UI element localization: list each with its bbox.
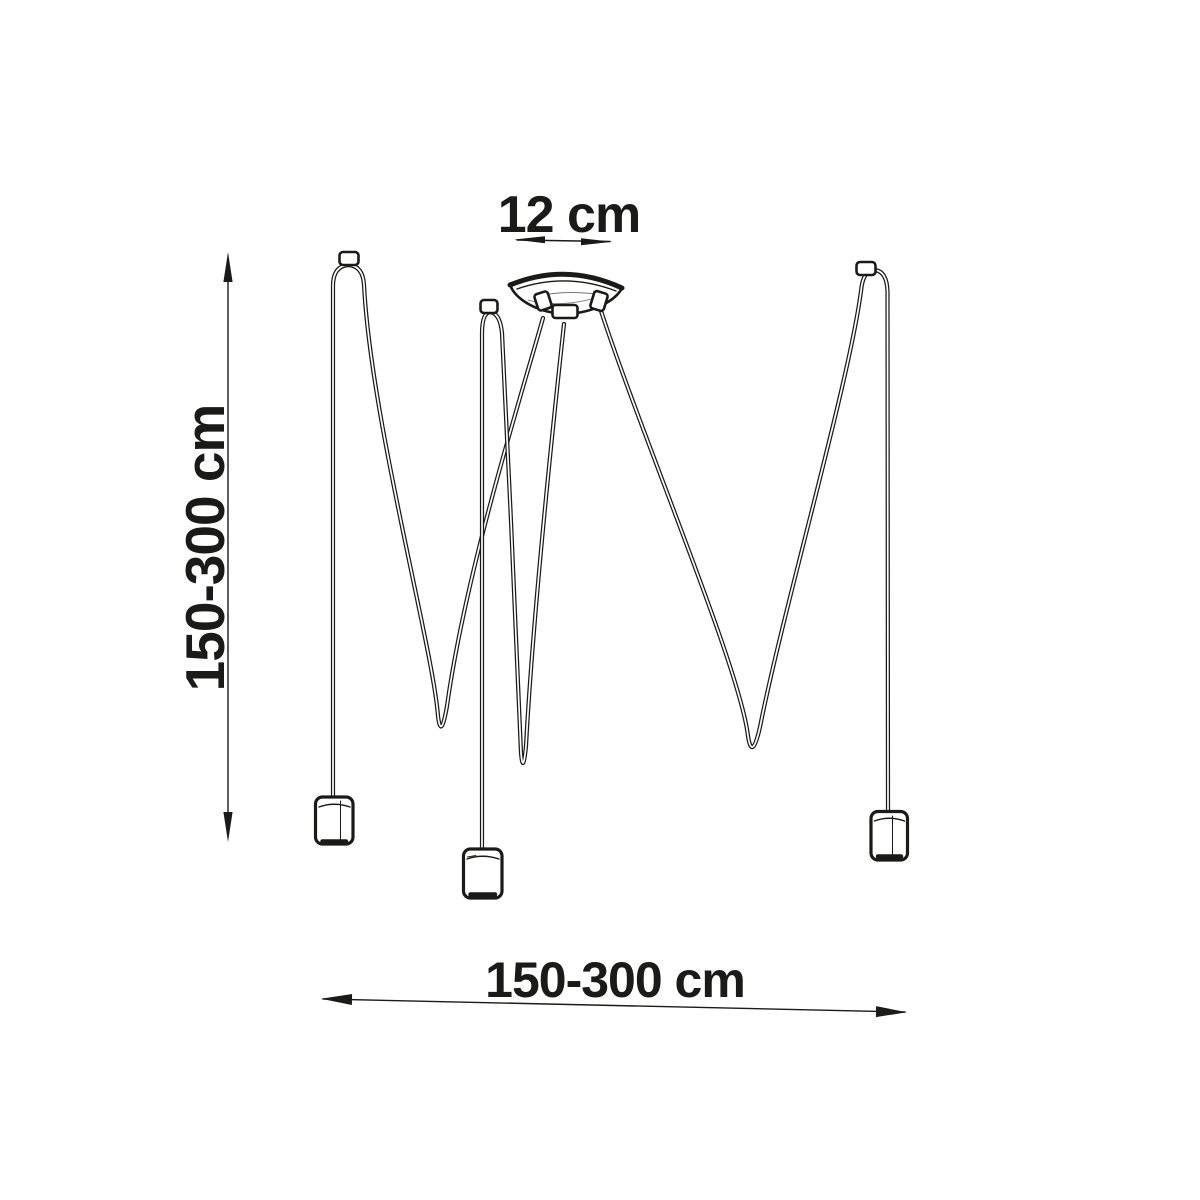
- dimension-canopy-width: 12 cm: [498, 186, 641, 246]
- dimension-span-width: 150-300 cm: [321, 952, 907, 1018]
- canopy-width-label: 12 cm: [498, 186, 640, 244]
- arrow-left-icon: [321, 994, 353, 1005]
- arrow-right-icon: [875, 1006, 907, 1018]
- socket-middle-top-seam: [466, 855, 500, 860]
- bulb-sockets: [313, 795, 910, 900]
- cable-hooks: [338, 250, 877, 315]
- canopy-grommet-center-icon: [551, 303, 579, 320]
- canopy-sketch-line-2: [527, 298, 593, 305]
- span-width-dimension-line: [322, 998, 906, 1013]
- socket-middle-detail-tick: [467, 855, 477, 858]
- dimension-hanging-height: 150-300 cm: [174, 252, 236, 842]
- cable-hook-middle-icon: [479, 298, 499, 315]
- canopy-grommet-left-icon: [533, 290, 553, 312]
- socket-left-top-seam: [318, 803, 351, 808]
- arrow-left-icon: [514, 236, 545, 244]
- arrow-right-icon: [581, 238, 613, 246]
- socket-right-top-seam: [873, 817, 906, 822]
- cable-right-outline: [598, 267, 891, 815]
- arrow-down-icon: [223, 812, 233, 842]
- canopy-grommet-right: [589, 289, 609, 313]
- canopy-inner-rim: [516, 280, 617, 292]
- cable-right-core: [600, 269, 889, 813]
- socket-right-body: [869, 809, 910, 862]
- pendant-cables: [330, 262, 891, 853]
- socket-left: [313, 795, 355, 846]
- socket-middle: [461, 847, 504, 900]
- cable-hook-right-icon: [855, 260, 877, 277]
- socket-right: [869, 809, 910, 862]
- arrow-up-icon: [223, 252, 233, 282]
- cable-hook-left-icon: [338, 250, 360, 267]
- socket-left-body: [313, 795, 355, 846]
- canopy-grommet-right-icon: [589, 289, 609, 313]
- span-width-label: 150-300 cm: [485, 952, 745, 1008]
- cable-right: [598, 267, 891, 815]
- canopy-grommet-left: [533, 290, 553, 312]
- canopy-top-rim: [507, 271, 625, 291]
- ceiling-canopy: [507, 271, 625, 320]
- socket-middle-body: [461, 847, 504, 900]
- hanging-height-label: 150-300 cm: [174, 405, 236, 692]
